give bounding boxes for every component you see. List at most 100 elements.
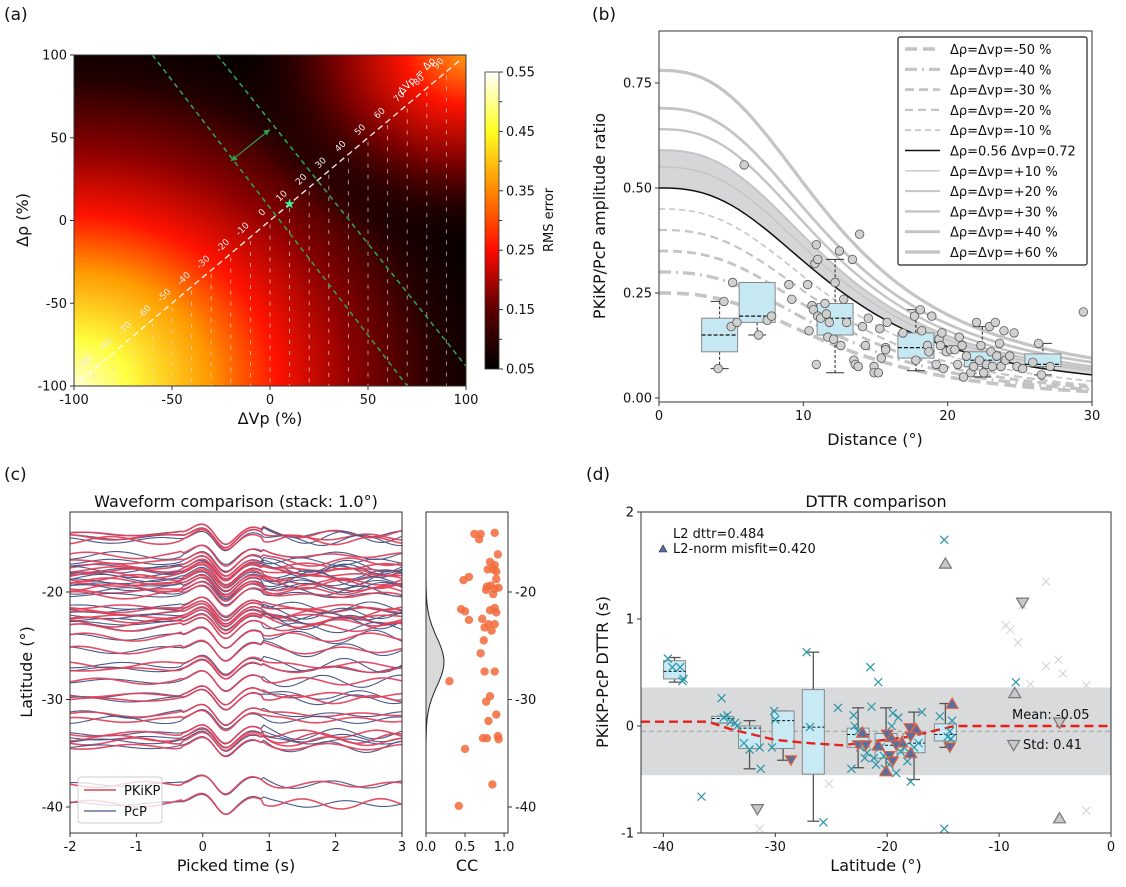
y-axis-label: PKiKP-PcP DTTR (s) [593,596,612,748]
data-point [813,254,823,265]
pkikp-trace [70,709,402,732]
cc-data-point [479,636,488,645]
cross-marker [917,707,927,717]
cross-marker [849,710,859,720]
gray-triangle-down-marker [1052,717,1067,730]
pcp-trace [70,616,402,639]
panel-label-c: (c) [4,465,27,485]
x-axis-tick-label: 0 [199,840,207,855]
y-axis-tick-label: -30 [42,693,63,708]
data-point [961,351,972,361]
cross-marker [873,677,883,687]
x-axis-tick-label: 0 [655,409,663,424]
legend-label: Δρ=Δvp=+20 % [950,185,1058,200]
x-axis-tick-label: -2 [64,840,77,855]
panel-c-waveforms: (c) Waveform comparison (stack: 1.0°) -2… [4,465,536,875]
panel-d-dttr: (d) DTTR comparison -40 -30 -20 -10 0 2 1 0 -1 L… [586,465,1115,875]
legend-label-pkikp: PKiKP [124,784,161,799]
faint-cross-marker [824,779,834,789]
data-point [971,317,982,328]
legend-label: Δρ=Δvp=+30 % [950,205,1058,220]
pkikp-trace [70,609,402,632]
cross-marker [805,722,815,732]
cross-marker [945,726,955,736]
blue-triangle-down-marker [784,755,798,767]
cc-data-point [480,623,489,632]
data-point [999,326,1009,336]
y-axis-tick-label: 50 [50,131,67,146]
data-point [821,309,832,319]
y-axis-tick-label: 0.00 [623,392,652,407]
pkikp-trace [70,626,402,649]
model-curve [659,106,1092,364]
pkikp-trace [70,731,402,752]
data-point [876,353,886,363]
x-axis-tick-label: 20 [939,409,956,424]
cross-marker [887,721,897,731]
pkikp-trace [70,561,402,582]
gray-triangle-down-marker [1015,597,1030,610]
x-axis-tick-label: 0 [266,393,274,408]
data-point [880,345,891,355]
pkikp-trace [70,723,402,745]
cross-marker [850,721,860,731]
data-point [931,359,941,370]
data-point [753,330,764,340]
pkikp-trace [70,670,402,693]
faint-cross-marker [1005,625,1015,635]
cross-marker [667,662,677,672]
colorbar-tick-label: 0.15 [506,303,535,318]
data-point [787,294,797,305]
blue-triangle-down-marker [889,740,903,752]
x-axis-tick-label: -1 [130,840,143,855]
cc-data-point [478,614,487,624]
data-point [719,296,729,307]
data-point [992,351,1002,361]
blue-triangle-up-marker [879,764,894,777]
faint-cross-marker [1041,661,1051,671]
legend: PKiKP PcP [77,776,163,824]
blue-triangle-down-marker [886,756,900,768]
box [771,710,795,749]
cc-density-curve [425,549,445,743]
data-point [915,305,925,315]
pkikp-trace [70,606,402,627]
gray-triangle-up-marker [1052,811,1067,824]
cc-data-point [460,607,470,616]
pkikp-trace [70,596,402,618]
faint-cross-marker [835,751,845,761]
data-point [924,347,934,357]
x-axis-tick-label: -20 [877,840,898,855]
pkikp-trace [70,703,402,726]
cc-data-point [474,535,484,544]
panel-label-d: (d) [586,465,610,485]
pkikp-trace [70,584,402,608]
cc-data-point [490,667,499,676]
pkikp-trace [70,685,402,706]
cc-data-point [493,550,503,559]
cc-data-point [492,710,501,719]
cross-marker [939,535,949,545]
y-axis-tick-label: 1 [626,613,634,628]
double-arrow [230,129,271,162]
pkikp-trace [70,617,402,640]
gray-triangle-down-marker [750,804,765,817]
x-axis-tick-label: -30 [765,840,786,855]
pkikp-trace [70,569,402,592]
x-axis-tick-label: -50 [161,393,182,408]
colorbar [484,71,500,370]
pkikp-trace [70,736,402,757]
cross-marker [1011,677,1021,687]
data-point [804,326,814,336]
cc-data-point [492,567,501,576]
data-point [739,160,749,170]
pkikp-trace [70,613,402,635]
data-point [841,317,852,328]
data-point [898,328,908,338]
data-point [882,317,892,328]
legend-frame [897,36,1088,266]
cc-data-point [490,620,499,629]
colorbar-tick-label: 0.35 [506,184,535,199]
cross-marker [902,756,912,766]
data-point [732,317,742,328]
